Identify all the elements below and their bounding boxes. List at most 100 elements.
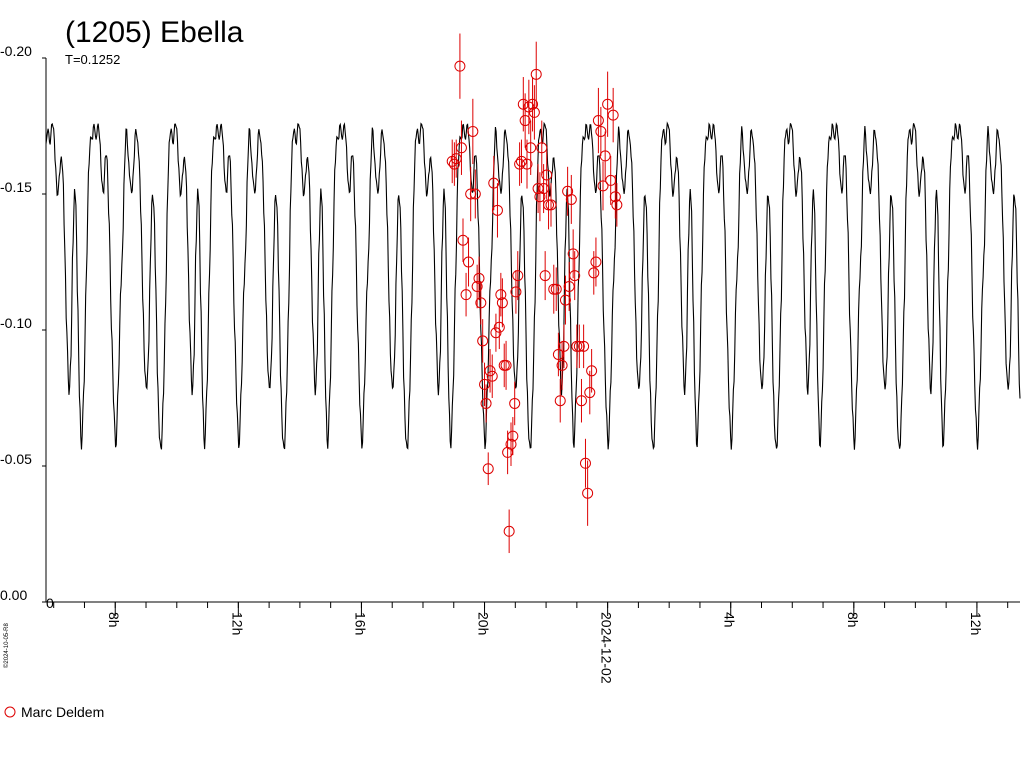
x-tick-label-5: 4h <box>722 612 738 628</box>
data-point <box>586 365 598 377</box>
x-tick-label-6: 8h <box>845 612 861 628</box>
data-point <box>579 457 591 469</box>
data-point <box>527 98 539 110</box>
data-point <box>500 359 512 371</box>
data-point <box>455 142 467 154</box>
x-tick-label-1: 12h <box>229 612 245 635</box>
x-origin-mark: 0 <box>46 595 54 611</box>
data-point <box>607 109 619 121</box>
data-point <box>602 98 614 110</box>
data-point <box>507 430 519 442</box>
data-point <box>532 183 544 195</box>
data-point <box>484 365 496 377</box>
model-curve-layer <box>45 121 1021 451</box>
data-point <box>595 125 607 137</box>
data-point <box>575 395 587 407</box>
data-point <box>519 115 531 127</box>
x-tick-label-4: 2024-12-02 <box>599 612 615 684</box>
data-point <box>473 272 485 284</box>
data-point <box>599 150 611 162</box>
data-point <box>592 115 604 127</box>
y-tick-label-4: 0.00 <box>0 587 27 603</box>
data-point <box>571 340 583 352</box>
x-tick-label-3: 20h <box>476 612 492 635</box>
data-point <box>545 199 557 211</box>
y-tick-label-1: -0.15 <box>0 179 32 195</box>
data-point <box>530 68 542 80</box>
data-point <box>460 289 472 301</box>
data-point <box>514 158 526 170</box>
data-point <box>588 267 600 279</box>
data-point <box>541 169 553 181</box>
data-point <box>454 60 466 72</box>
data-point <box>486 370 498 382</box>
data-point <box>469 188 481 200</box>
data-point <box>493 321 505 333</box>
chart-axes: -0.20 -0.15 -0.10 -0.05 0.00 8h 12h 16h 20h 2024… <box>0 43 1020 684</box>
data-point <box>552 348 564 360</box>
data-point <box>597 180 609 192</box>
y-tick-label-3: -0.05 <box>0 451 32 467</box>
legend-label-marc-deldem: Marc Deldem <box>21 704 104 720</box>
data-point <box>611 199 623 211</box>
x-ticks: 8h 12h 16h 20h 2024-12-02 4h 8h 12h <box>53 602 1009 684</box>
y-ticks: -0.20 -0.15 -0.10 -0.05 0.00 <box>0 43 46 603</box>
copyright-stamp: ©2024-10-05-R8 <box>3 623 10 668</box>
data-point <box>578 340 590 352</box>
data-point <box>475 297 487 309</box>
data-point <box>559 294 571 306</box>
data-point <box>558 340 570 352</box>
data-point <box>488 177 500 189</box>
data-point <box>491 204 503 216</box>
data-point <box>543 199 555 211</box>
data-point <box>517 98 529 110</box>
data-point <box>505 438 517 450</box>
data-point <box>480 397 492 409</box>
data-point <box>482 463 494 475</box>
data-point <box>448 158 460 170</box>
y-tick-label-0: -0.20 <box>0 43 32 59</box>
data-point <box>609 191 621 203</box>
legend-marker-marc-deldem <box>4 706 16 718</box>
model-curve <box>45 121 1021 451</box>
data-point <box>510 286 522 298</box>
data-point <box>550 283 562 295</box>
data-point <box>556 359 568 371</box>
data-point <box>582 487 594 499</box>
chart-title: (1205) Ebella <box>65 16 244 49</box>
data-point <box>457 234 469 246</box>
data-point <box>548 283 560 295</box>
data-point <box>536 142 548 154</box>
data-point <box>573 340 585 352</box>
data-point <box>563 280 575 292</box>
data-point <box>503 525 515 537</box>
data-point <box>467 125 479 137</box>
y-tick-label-2: -0.10 <box>0 315 32 331</box>
data-point <box>525 142 537 154</box>
data-point <box>496 297 508 309</box>
data-point <box>528 106 540 118</box>
data-point <box>479 378 491 390</box>
x-tick-label-2: 16h <box>352 612 368 635</box>
data-point <box>512 270 524 282</box>
data-point <box>554 395 566 407</box>
data-point <box>463 256 475 268</box>
x-tick-label-0: 8h <box>106 612 122 628</box>
data-point <box>477 335 489 347</box>
data-point <box>521 158 533 170</box>
data-point <box>584 387 596 399</box>
data-point <box>569 270 581 282</box>
data-point <box>509 397 521 409</box>
data-point <box>590 256 602 268</box>
observations-layer <box>446 33 623 554</box>
data-point <box>495 289 507 301</box>
data-point <box>490 327 502 339</box>
legend: Marc Deldem <box>4 704 104 720</box>
data-point <box>515 155 527 167</box>
chart-subtitle: T=0.1252 <box>65 52 120 67</box>
data-point <box>565 193 577 205</box>
data-point <box>539 270 551 282</box>
data-point <box>567 248 579 260</box>
data-point <box>471 280 483 292</box>
